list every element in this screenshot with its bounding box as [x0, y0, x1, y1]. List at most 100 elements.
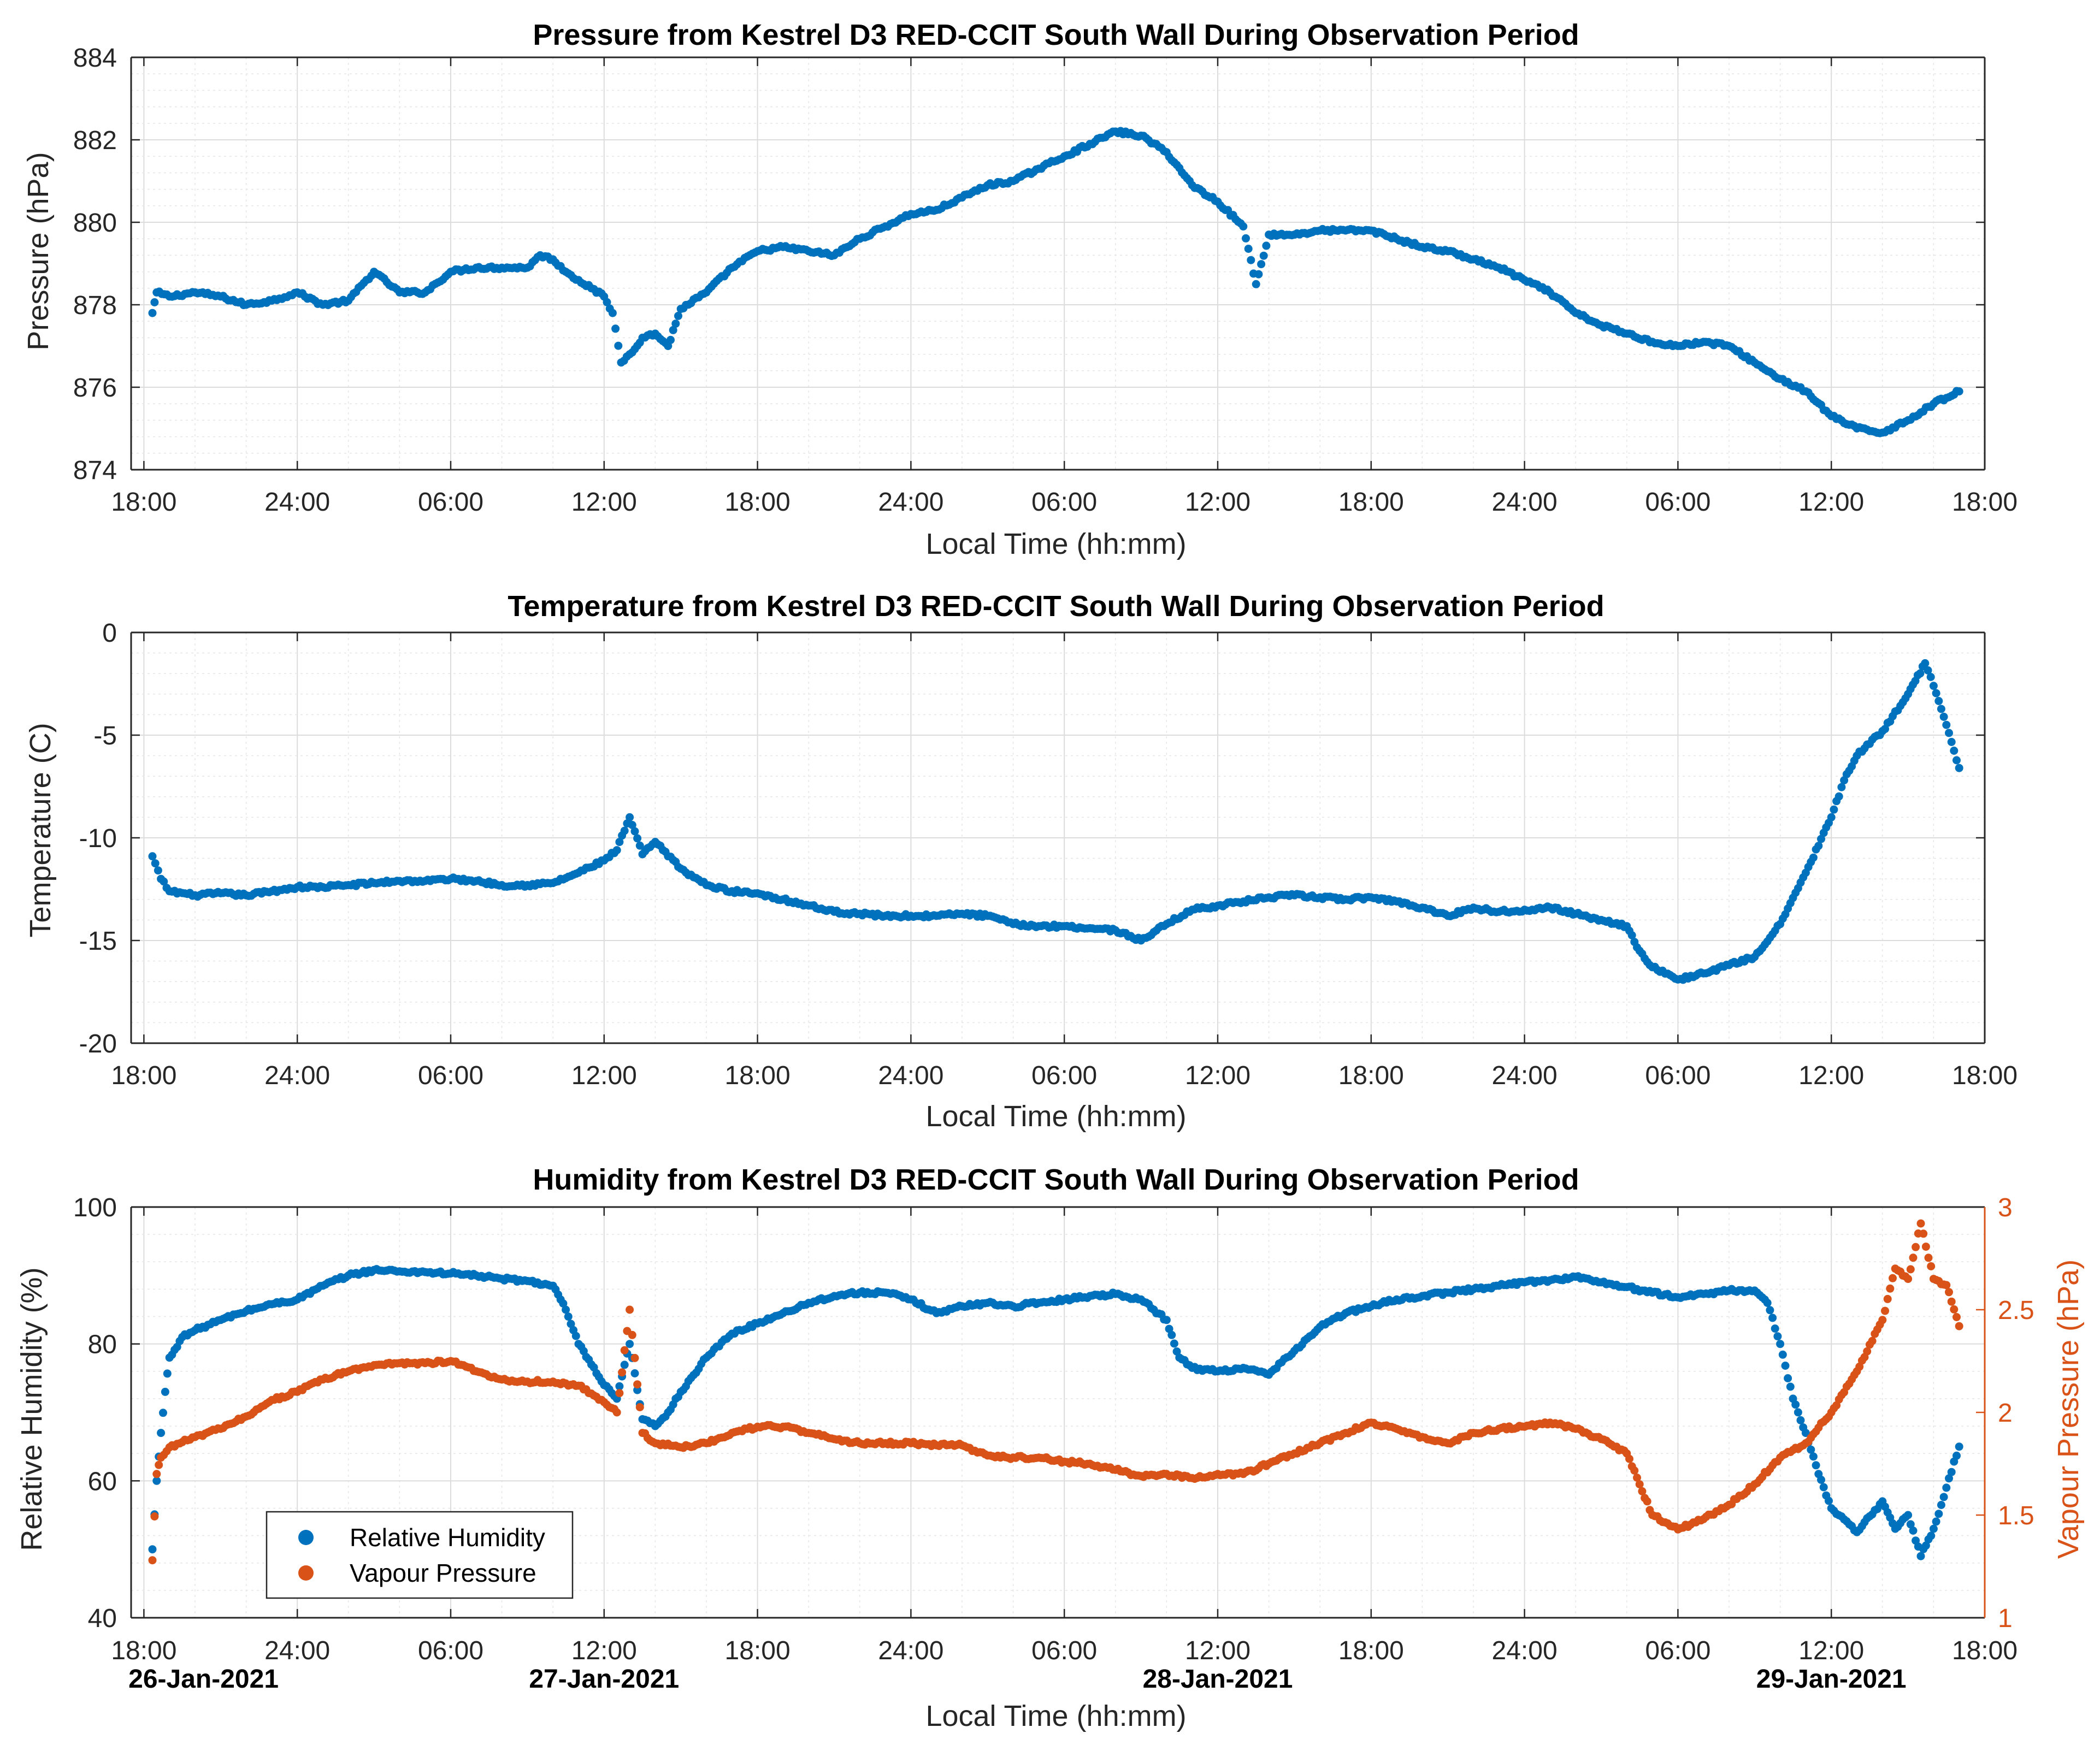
- y-tick-label: 0: [102, 619, 117, 648]
- relative-humidity-point: [1947, 1468, 1956, 1476]
- legend-box: [266, 1511, 574, 1599]
- x-tick-label: 24:00: [264, 1636, 330, 1665]
- relative-humidity-point: [1955, 1442, 1963, 1451]
- vapour-pressure-point: [626, 1305, 634, 1314]
- series-point: [1257, 260, 1266, 269]
- relative-humidity-point: [1781, 1362, 1790, 1370]
- relative-humidity-point: [1825, 1497, 1833, 1505]
- series-point: [1955, 387, 1963, 396]
- relative-humidity-point: [562, 1305, 570, 1314]
- x-tick-label: 24:00: [878, 1636, 943, 1665]
- series-point: [1926, 673, 1935, 681]
- humidity-legend: Relative Humidity Vapour Pressure: [266, 1511, 574, 1599]
- vapour-pressure-point: [1625, 1454, 1633, 1463]
- x-tick-label: 06:00: [1645, 1061, 1710, 1090]
- vapour-pressure-point: [1883, 1294, 1892, 1303]
- series-point: [1942, 720, 1951, 729]
- x-tick-label: 12:00: [1798, 1061, 1864, 1090]
- vapour-pressure-point: [1633, 1474, 1641, 1482]
- relative-humidity-point: [1809, 1452, 1818, 1461]
- relative-humidity-point: [148, 1545, 157, 1554]
- data-markers: [148, 127, 1963, 437]
- vapour-pressure-point: [1952, 1313, 1961, 1321]
- series-point: [1244, 245, 1253, 253]
- series-point: [1929, 682, 1938, 690]
- x-tick-label: 18:00: [1952, 1636, 2018, 1665]
- series-point: [1939, 712, 1948, 721]
- y-tick-label: -5: [93, 721, 117, 750]
- vapour-pressure-point: [1889, 1274, 1897, 1282]
- relative-humidity-point: [1771, 1324, 1779, 1333]
- series-point: [674, 311, 682, 320]
- series-point: [1921, 659, 1930, 667]
- x-tick-label: 18:00: [1338, 488, 1404, 517]
- y-tick-label: 884: [73, 44, 117, 73]
- vapour-pressure-point: [150, 1512, 159, 1521]
- series-point: [1827, 813, 1836, 821]
- humidity-xlabel: Local Time (hh:mm): [925, 1700, 1186, 1732]
- relative-humidity-point: [1165, 1324, 1173, 1333]
- series-point: [148, 852, 157, 861]
- vapour-pressure-point: [618, 1368, 627, 1377]
- data-markers: [148, 659, 1963, 984]
- date-label: 29-Jan-2021: [1756, 1665, 1907, 1694]
- series-point: [1840, 776, 1849, 785]
- relative-humidity-point: [1162, 1316, 1171, 1324]
- relative-humidity-point: [1801, 1429, 1810, 1438]
- relative-humidity-point: [1794, 1408, 1802, 1417]
- relative-humidity-point: [1170, 1339, 1178, 1348]
- temperature-ylabel: Temperature (C): [24, 723, 57, 937]
- series-point: [635, 841, 644, 850]
- x-tick-label: 18:00: [725, 1636, 791, 1665]
- relative-humidity-point: [630, 1369, 639, 1377]
- vapour-pressure-point: [1638, 1487, 1647, 1495]
- vapour-pressure-point: [630, 1353, 639, 1362]
- vapour-pressure-point: [1855, 1362, 1864, 1371]
- series-point: [151, 859, 160, 868]
- series-point: [671, 320, 680, 328]
- series-point: [1945, 729, 1953, 737]
- x-tick-label: 18:00: [111, 1061, 176, 1090]
- x-tick-label: 18:00: [725, 488, 791, 517]
- x-tick-label: 18:00: [1952, 1061, 2018, 1090]
- y-tick-label: 876: [73, 374, 117, 403]
- relative-humidity-point: [163, 1369, 172, 1378]
- series-point: [620, 826, 629, 835]
- x-tick-label: 06:00: [1645, 488, 1710, 517]
- series-point: [1247, 256, 1255, 264]
- series-point: [1952, 756, 1961, 765]
- series-point: [1834, 792, 1843, 801]
- vapour-pressure-point: [620, 1346, 629, 1354]
- date-label: 27-Jan-2021: [529, 1665, 679, 1694]
- x-tick-label: 12:00: [1185, 488, 1250, 517]
- series-point: [160, 877, 168, 886]
- x-tick-label: 12:00: [1185, 1061, 1250, 1090]
- humidity-panel: Humidity from Kestrel D3 RED-CCIT South …: [15, 1163, 2085, 1732]
- series-point: [1254, 270, 1263, 279]
- vapour-pressure-point: [1945, 1288, 1953, 1297]
- vapour-pressure-point: [1643, 1497, 1651, 1506]
- relative-humidity-point: [1932, 1517, 1940, 1526]
- vapour-pressure-point: [633, 1380, 642, 1389]
- x-tick-label: 06:00: [1031, 1636, 1097, 1665]
- vapour-pressure-point: [1881, 1306, 1889, 1315]
- vapour-pressure-point: [1909, 1253, 1918, 1262]
- x-tick-label: 18:00: [111, 1636, 176, 1665]
- series-point: [1950, 747, 1959, 755]
- series-point: [666, 335, 675, 344]
- series-point: [611, 324, 620, 333]
- vapour-pressure-point: [1947, 1297, 1956, 1306]
- y-tick-label: 878: [73, 291, 117, 320]
- x-tick-label: 18:00: [1338, 1061, 1404, 1090]
- relative-humidity-point: [571, 1332, 580, 1340]
- series-point: [603, 298, 611, 306]
- vapour-pressure-point: [615, 1389, 624, 1398]
- relative-humidity-point: [633, 1386, 642, 1394]
- series-point: [628, 821, 636, 829]
- y2-tick-label: 1.5: [1998, 1501, 2034, 1530]
- y-tick-label: 100: [73, 1193, 117, 1222]
- relative-humidity-point: [567, 1320, 575, 1328]
- series-point: [1809, 853, 1818, 862]
- relative-humidity-point: [1796, 1416, 1805, 1424]
